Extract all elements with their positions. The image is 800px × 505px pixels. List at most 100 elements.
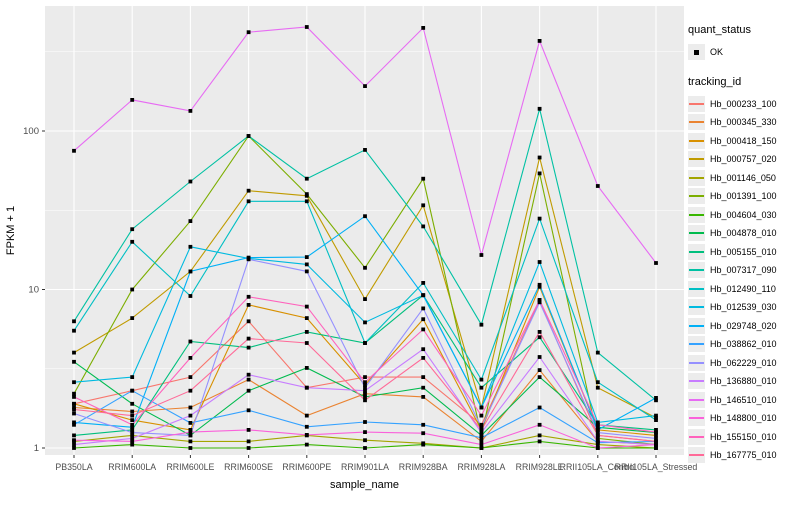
data-point	[72, 391, 76, 396]
data-point	[188, 294, 193, 298]
legend-item-Hb_167775_010: Hb_167775_010	[688, 446, 798, 465]
line-swatch-key	[688, 447, 705, 464]
line-swatch-key	[688, 299, 705, 316]
data-point	[188, 356, 193, 360]
data-point	[304, 330, 309, 334]
data-point	[188, 269, 193, 274]
data-point	[363, 388, 367, 393]
series-color-line-icon	[689, 139, 704, 142]
data-point	[537, 335, 542, 340]
x-tick-label: RRIM928LE	[516, 462, 564, 472]
data-point	[72, 442, 76, 447]
data-point	[188, 109, 193, 113]
data-point	[654, 430, 658, 434]
legend-item-Hb_000418_150: Hb_000418_150	[688, 132, 798, 151]
line-swatch-key	[688, 188, 705, 205]
data-point	[188, 413, 193, 418]
legend-item-label: Hb_062229_010	[710, 357, 777, 368]
data-point	[595, 420, 600, 425]
data-point	[363, 446, 367, 450]
data-point	[654, 261, 658, 265]
line-swatch-key	[688, 132, 705, 149]
data-point	[72, 319, 76, 324]
x-tick-label: RRIM600PE	[282, 462, 331, 472]
data-point	[130, 98, 135, 102]
data-point	[188, 439, 193, 444]
data-point	[304, 413, 309, 418]
data-point	[246, 30, 251, 35]
series-color-line-icon	[689, 306, 704, 309]
data-point	[537, 355, 542, 359]
legend-tracking-id-items: Hb_000233_100 Hb_000345_330 Hb_000418_150 H…	[688, 95, 798, 465]
data-point	[130, 227, 135, 232]
data-point	[421, 176, 426, 181]
data-point	[304, 262, 309, 267]
x-tick-label: RRII105LA_Stressed	[615, 462, 698, 472]
data-point	[304, 424, 309, 429]
data-point	[537, 433, 542, 438]
legend-item-Hb_001391_100: Hb_001391_100	[688, 187, 798, 206]
legend-item-Hb_155150_010: Hb_155150_010	[688, 428, 798, 447]
legend-tracking-id-title: tracking_id	[688, 75, 742, 88]
data-point	[130, 413, 135, 418]
data-point	[188, 405, 193, 410]
data-point	[479, 430, 484, 435]
data-point	[537, 330, 542, 334]
data-point	[246, 319, 251, 324]
line-swatch-key	[688, 391, 705, 408]
data-point	[537, 422, 542, 427]
x-tick-label: RRIM928LA	[457, 462, 505, 472]
data-point	[188, 179, 193, 184]
data-point	[130, 409, 135, 414]
data-point	[479, 405, 484, 410]
data-point	[304, 433, 309, 437]
data-point	[246, 377, 251, 382]
series-color-line-icon	[689, 417, 704, 420]
data-point	[537, 298, 542, 302]
data-point	[363, 84, 367, 88]
data-point	[654, 396, 658, 400]
black-point-icon	[694, 49, 699, 55]
data-point	[654, 442, 658, 447]
data-point	[479, 428, 484, 432]
legend-quant-status-title: quant_status	[688, 24, 751, 36]
x-tick-label: RRIM600LA	[108, 462, 156, 472]
data-point	[72, 148, 76, 153]
data-point	[421, 224, 426, 229]
data-point	[421, 422, 426, 427]
data-point	[537, 405, 542, 410]
line-swatch-key	[688, 206, 705, 223]
legend-item-ok: OK	[688, 43, 798, 62]
data-point	[130, 316, 135, 320]
ok-point-key	[688, 44, 705, 61]
data-point	[246, 345, 251, 350]
data-point	[304, 385, 309, 390]
series-color-line-icon	[689, 435, 704, 438]
data-point	[537, 300, 542, 305]
data-point	[304, 176, 309, 181]
data-point	[246, 408, 251, 413]
data-point	[595, 430, 600, 435]
series-color-line-icon	[689, 454, 704, 457]
data-point	[246, 388, 251, 393]
data-point	[479, 253, 484, 257]
data-point	[421, 293, 426, 298]
data-point	[537, 171, 542, 176]
x-tick-label: PB350LA	[55, 462, 92, 472]
data-point	[421, 431, 426, 436]
data-point	[72, 411, 76, 416]
x-axis-title: sample_name	[330, 479, 399, 491]
data-point	[246, 134, 251, 138]
line-swatch-key	[688, 95, 705, 112]
data-point	[363, 380, 367, 385]
data-point	[654, 436, 658, 441]
series-color-line-icon	[689, 343, 704, 346]
data-point	[130, 422, 135, 427]
series-color-line-icon	[689, 158, 704, 161]
data-point	[72, 328, 76, 333]
data-point	[595, 442, 600, 447]
data-point	[72, 420, 76, 425]
legend-item-ok-label: OK	[710, 47, 724, 58]
series-color-line-icon	[689, 250, 704, 253]
legend-item-Hb_038862_010: Hb_038862_010	[688, 335, 798, 354]
